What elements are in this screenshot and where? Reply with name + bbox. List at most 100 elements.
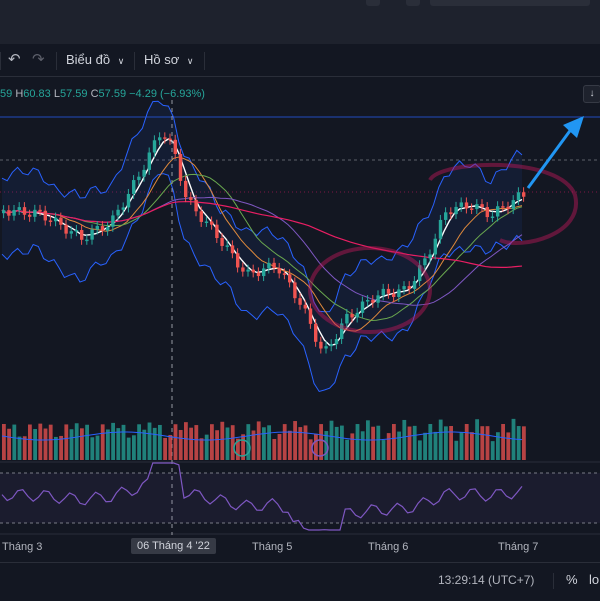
volume-bar (402, 419, 407, 460)
candle-body (80, 230, 84, 240)
log-scale-toggle[interactable]: lo (589, 572, 600, 587)
candle-body (168, 138, 172, 141)
candle-body (459, 202, 463, 207)
volume-bar (236, 438, 240, 460)
candle-body (178, 153, 183, 181)
candle-body (490, 216, 495, 219)
scroll-to-latest-button[interactable]: ↓ (583, 85, 600, 103)
candle-body (397, 289, 401, 297)
volume-bar (33, 428, 37, 460)
volume-bar (74, 423, 79, 460)
volume-bar (80, 428, 84, 460)
candle-body (423, 258, 427, 266)
candle-body (392, 293, 396, 297)
volume-bar (132, 435, 136, 460)
top-strip-tab[interactable] (366, 0, 380, 6)
volume-bar (501, 424, 505, 460)
toolbar-separator (134, 52, 135, 70)
volume-bar (418, 440, 422, 460)
candle-body (412, 281, 417, 289)
open-value: 59 (0, 88, 13, 100)
volume-bar (496, 432, 500, 460)
volume-bar (438, 419, 443, 460)
top-strip-tab[interactable] (406, 0, 420, 6)
candle-body (199, 211, 203, 222)
volume-bar (397, 431, 401, 460)
candle-body (100, 226, 105, 231)
volume-bar (506, 432, 511, 460)
volume-bar (485, 426, 490, 460)
candle-body (251, 269, 255, 273)
candle-body (267, 262, 271, 269)
candle-body (163, 137, 167, 139)
candle-body (126, 193, 131, 208)
candle-body (90, 229, 94, 240)
volume-bar (386, 433, 391, 460)
window-top-strip (0, 0, 600, 44)
candle-body (48, 220, 53, 222)
volume-bar (308, 439, 313, 460)
statusbar-separator (553, 573, 554, 589)
candle-body (340, 323, 344, 339)
volume-bar (433, 431, 438, 460)
time-label: Tháng 7 (498, 541, 539, 553)
volume-bar (516, 426, 521, 460)
candle-body (501, 206, 505, 208)
percent-scale-toggle[interactable]: % (566, 572, 578, 587)
volume-bar (168, 434, 173, 460)
volume-bar (303, 425, 308, 460)
volume-bar (121, 424, 126, 460)
annotation-circle (308, 246, 432, 334)
event-badge (233, 439, 251, 457)
volume-bar (480, 426, 485, 460)
candle-body (516, 192, 521, 201)
toolbar-separator (56, 52, 57, 70)
profile-menu-button[interactable]: Hồ sơ ∨ (144, 50, 193, 70)
candle-body (480, 204, 484, 208)
profile-menu-label: Hồ sơ (144, 52, 180, 67)
annotation-arrow-shaft (526, 127, 574, 189)
candle-body (116, 209, 120, 216)
candle-body (418, 265, 422, 282)
volume-bar (64, 424, 69, 460)
candle-body (454, 206, 458, 215)
candle-body (329, 344, 333, 347)
candle-body (449, 212, 453, 215)
redo-icon[interactable]: ↷ (32, 51, 45, 68)
candle-body (470, 208, 474, 210)
volume-bar (111, 422, 115, 460)
top-strip-tab[interactable] (430, 0, 590, 6)
candle-body (189, 197, 193, 200)
volume-bar (288, 430, 292, 460)
volume-bar (17, 436, 22, 460)
candle-body (220, 238, 224, 246)
volume-bar (428, 424, 433, 460)
volume-bar (69, 429, 74, 460)
candle-body (246, 269, 250, 272)
volume-bar (454, 440, 459, 460)
volume-bar (407, 426, 412, 460)
undo-icon[interactable]: ↶ (8, 51, 21, 68)
volume-bar (298, 427, 303, 460)
chevron-down-icon: ∨ (186, 56, 194, 66)
volume-bar (511, 418, 516, 460)
price-chart[interactable] (0, 100, 600, 535)
candle-body (236, 253, 240, 268)
candle-body (95, 226, 99, 230)
volume-bar (158, 424, 162, 460)
volume-bar (173, 424, 178, 460)
volume-bar (90, 437, 95, 460)
candle-body (444, 212, 448, 220)
candle-body (308, 308, 313, 324)
volume-bar (106, 429, 110, 460)
candle-body (485, 207, 489, 218)
candle-body (152, 140, 157, 153)
volume-bar (116, 428, 121, 460)
candle-body (173, 139, 177, 154)
volume-bar (225, 427, 230, 460)
candle-body (7, 210, 11, 216)
volume-bar (319, 424, 323, 460)
chart-menu-button[interactable]: Biểu đồ ∨ (66, 50, 124, 70)
time-label: Tháng 3 (2, 541, 43, 553)
candle-body (85, 239, 89, 242)
